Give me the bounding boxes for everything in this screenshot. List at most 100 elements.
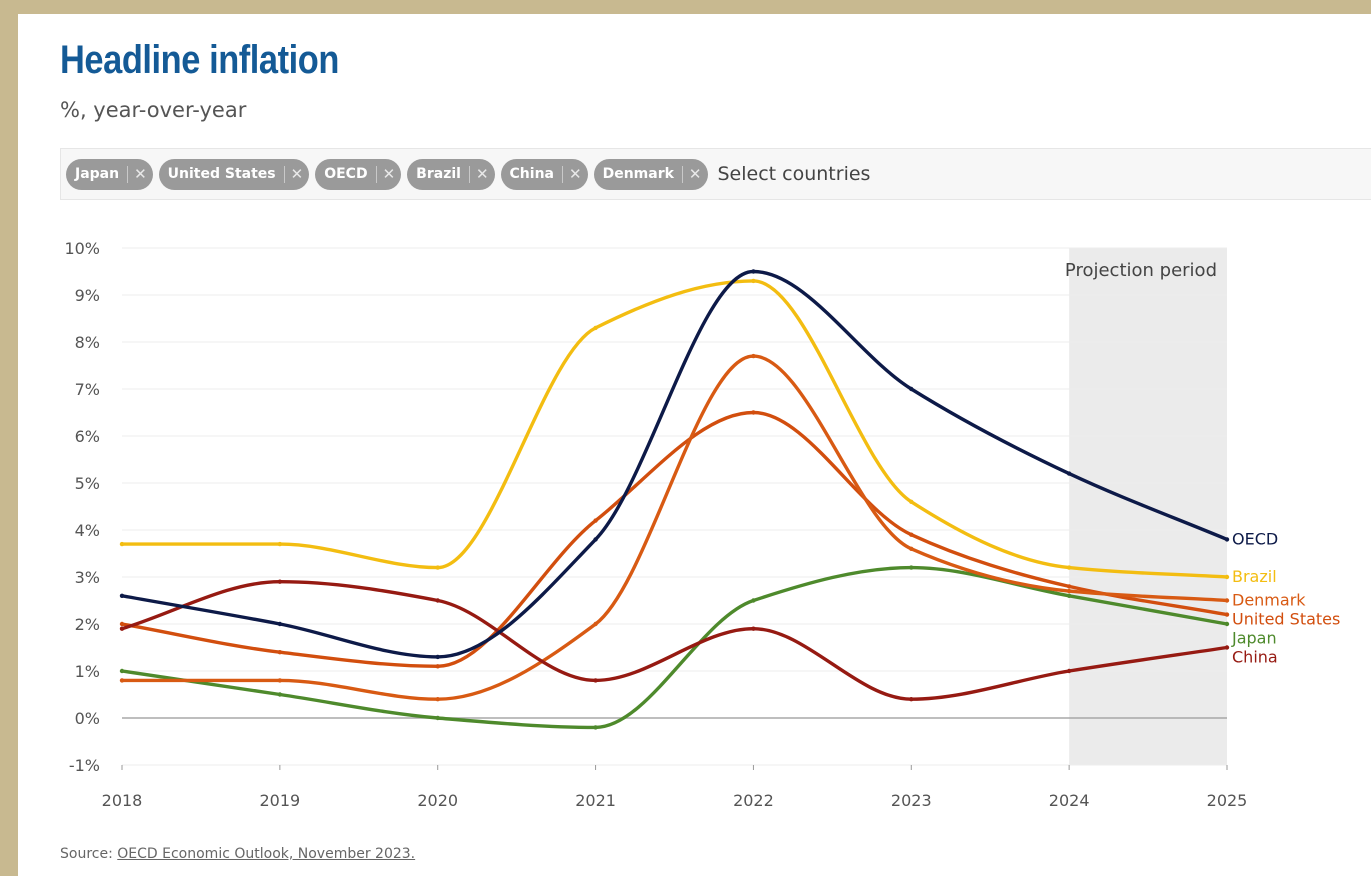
data-point [277, 678, 283, 683]
data-point [1224, 574, 1230, 580]
series-end-label: OECD [1232, 529, 1278, 548]
chip-divider [283, 165, 285, 183]
projection-label: Projection period [1065, 260, 1217, 281]
country-chip[interactable]: United States ✕ [158, 158, 310, 190]
data-point [1224, 598, 1230, 603]
chart-subtitle: %, year-over-year [60, 98, 247, 122]
country-chip-label: Japan [75, 166, 120, 182]
data-point [1224, 621, 1230, 627]
data-point [751, 278, 756, 284]
y-tick-label: 3% [75, 568, 100, 587]
data-point [593, 678, 598, 683]
data-point [751, 353, 756, 359]
data-point [119, 678, 125, 683]
country-chip[interactable]: China ✕ [500, 158, 588, 190]
chip-divider [681, 165, 683, 183]
data-point [593, 537, 598, 542]
data-point [909, 546, 914, 551]
x-tick-label: 2018 [102, 791, 143, 810]
y-tick-label: 10% [64, 239, 100, 258]
x-tick-label: 2025 [1207, 791, 1248, 810]
data-point [119, 668, 125, 674]
data-point [751, 626, 756, 631]
data-point [909, 532, 914, 537]
data-point [593, 725, 598, 730]
remove-chip-icon[interactable]: ✕ [382, 165, 396, 183]
x-tick-label: 2020 [417, 791, 458, 810]
y-tick-label: 8% [75, 333, 100, 352]
data-point [1066, 584, 1072, 589]
data-point [1224, 645, 1230, 650]
remove-chip-icon[interactable]: ✕ [569, 165, 582, 183]
remove-chip-icon[interactable]: ✕ [290, 165, 304, 183]
country-chip[interactable]: Denmark ✕ [593, 158, 708, 190]
x-tick-label: 2021 [575, 791, 616, 810]
data-point [909, 565, 914, 570]
x-tick-label: 2024 [1049, 791, 1090, 810]
country-chip-label: OECD [324, 166, 368, 182]
data-point [435, 565, 440, 570]
data-point [119, 626, 125, 631]
country-chip[interactable]: Brazil ✕ [407, 158, 495, 190]
source-prefix: Source: [60, 846, 113, 862]
data-point [751, 598, 756, 603]
data-point [751, 410, 756, 415]
y-tick-label: 7% [75, 380, 100, 399]
country-chip[interactable]: Japan ✕ [66, 158, 153, 190]
data-point [435, 715, 440, 721]
country-chip-label: Brazil [416, 166, 461, 182]
chip-divider [468, 165, 470, 183]
country-chip-label: Denmark [602, 166, 674, 182]
data-point [1066, 588, 1072, 594]
chart-title: Headline inflation [60, 38, 339, 82]
select-countries-input[interactable]: Select countries [717, 163, 871, 185]
x-tick-label: 2022 [733, 791, 774, 810]
series-end-label: Japan [1231, 629, 1277, 648]
series-line-oecd [120, 269, 1229, 659]
y-tick-label: 5% [75, 474, 100, 493]
series-end-label: United States [1232, 610, 1340, 629]
chip-divider [562, 165, 563, 183]
country-chip[interactable]: OECD ✕ [315, 158, 402, 190]
y-tick-label: 4% [75, 521, 100, 540]
data-point [119, 541, 125, 547]
data-point [909, 697, 914, 702]
data-point [751, 269, 756, 274]
data-point [593, 621, 598, 627]
data-point [1224, 612, 1230, 617]
series-line-china [120, 580, 1229, 701]
data-point [593, 518, 598, 523]
data-point [435, 697, 440, 702]
series-end-label: China [1232, 648, 1278, 667]
series-line-brazil [120, 279, 1229, 579]
data-point [277, 692, 283, 697]
source-link[interactable]: OECD Economic Outlook, November 2023. [117, 846, 416, 862]
x-tick-label: 2023 [891, 791, 932, 810]
chart-card: Headline inflation %, year-over-year Jap… [18, 14, 1371, 876]
data-point [435, 664, 440, 669]
y-tick-label: 0% [75, 709, 100, 728]
y-tick-label: 9% [75, 286, 100, 305]
country-selector[interactable]: Japan ✕ United States ✕ OECD ✕ Brazil ✕ China ✕ De… [60, 148, 1371, 200]
data-point [435, 654, 440, 660]
y-tick-label: -1% [69, 756, 100, 775]
chip-divider [127, 165, 129, 183]
data-point [1066, 593, 1072, 598]
data-point [1224, 537, 1230, 542]
y-tick-label: 1% [75, 662, 100, 681]
country-chip-label: China [509, 166, 554, 182]
source-note: Source: OECD Economic Outlook, November … [60, 846, 415, 862]
series-line-denmark [120, 354, 1229, 701]
data-point [277, 541, 283, 547]
remove-chip-icon[interactable]: ✕ [475, 165, 489, 183]
remove-chip-icon[interactable]: ✕ [134, 165, 147, 183]
y-tick-label: 6% [75, 427, 100, 446]
remove-chip-icon[interactable]: ✕ [688, 165, 702, 183]
series-line-japan [120, 565, 1229, 730]
projection-area: Projection period [1065, 248, 1227, 765]
series-line-united-states [120, 410, 1229, 668]
series-end-label: Brazil [1232, 567, 1277, 586]
country-chip-label: United States [167, 166, 276, 182]
data-point [435, 598, 440, 603]
